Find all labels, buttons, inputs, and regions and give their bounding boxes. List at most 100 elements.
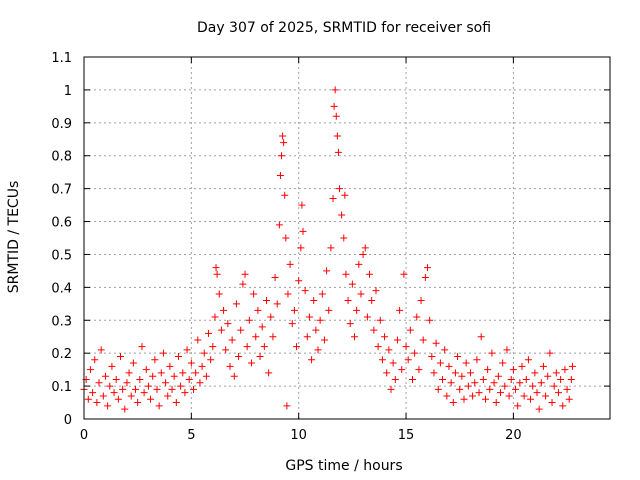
data-point <box>355 260 363 268</box>
data-point <box>278 152 286 160</box>
data-point <box>162 379 170 387</box>
chart-title: Day 307 of 2025, SRMTID for receiver sof… <box>197 20 491 36</box>
data-point <box>341 191 349 199</box>
y-tick-label: 0.6 <box>51 216 72 231</box>
data-point <box>554 389 562 397</box>
data-point <box>535 405 543 413</box>
data-point <box>512 385 520 393</box>
data-point <box>368 297 376 305</box>
data-point <box>84 395 92 403</box>
data-point <box>237 326 245 334</box>
data-point <box>215 290 223 298</box>
data-point <box>217 326 225 334</box>
data-point <box>95 379 103 387</box>
data-point <box>166 362 174 370</box>
data-point <box>329 195 337 203</box>
data-point <box>282 234 290 242</box>
data-point <box>144 382 152 390</box>
x-tick-label: 10 <box>290 428 307 443</box>
data-point <box>402 343 410 351</box>
data-point <box>351 333 359 341</box>
data-point <box>168 385 176 393</box>
data-point <box>205 329 213 337</box>
data-point <box>471 379 479 387</box>
data-point <box>290 306 298 314</box>
data-point <box>335 185 343 193</box>
data-point <box>303 333 311 341</box>
data-point <box>252 333 260 341</box>
data-point <box>151 356 159 364</box>
data-point <box>267 313 275 321</box>
x-axis-label: GPS time / hours <box>285 458 402 474</box>
data-point <box>256 352 264 360</box>
data-point <box>445 362 453 370</box>
data-point <box>183 346 191 354</box>
data-point <box>86 366 94 374</box>
data-point <box>338 211 346 219</box>
data-point <box>224 320 232 328</box>
data-point <box>89 389 97 397</box>
y-tick-label: 0.3 <box>51 314 72 329</box>
data-point <box>537 379 545 387</box>
data-point <box>320 336 328 344</box>
grid <box>84 57 610 419</box>
data-point <box>552 369 560 377</box>
data-point <box>194 336 202 344</box>
data-point <box>140 389 148 397</box>
data-point <box>466 369 474 377</box>
y-tick-label: 0.7 <box>51 183 72 198</box>
data-point <box>189 385 197 393</box>
data-point <box>473 356 481 364</box>
data-point <box>172 399 180 407</box>
x-tick-label: 0 <box>80 428 88 443</box>
data-point <box>454 352 462 360</box>
data-point <box>138 343 146 351</box>
data-point <box>265 369 273 377</box>
data-point <box>398 366 406 374</box>
data-point <box>181 389 189 397</box>
data-point <box>213 270 221 278</box>
data-point <box>99 392 107 400</box>
x-tick-label: 5 <box>187 428 195 443</box>
data-point <box>432 339 440 347</box>
data-point <box>501 382 509 390</box>
data-point <box>514 402 522 410</box>
data-point <box>469 392 477 400</box>
data-point <box>222 346 230 354</box>
data-point <box>235 352 243 360</box>
y-tick-labels: 0 0.1 0.2 0.3 0.4 0.5 0.6 0.7 0.8 0.9 1 1.1 <box>51 51 72 428</box>
data-point <box>280 139 288 147</box>
data-point <box>479 376 487 384</box>
data-point <box>312 326 320 334</box>
data-point <box>301 287 309 295</box>
data-point <box>557 376 565 384</box>
y-tick-label: 0.8 <box>51 150 72 165</box>
data-point <box>153 385 161 393</box>
data-point <box>132 385 140 393</box>
data-point <box>245 316 253 324</box>
data-point <box>283 402 291 410</box>
data-point <box>226 362 234 370</box>
data-point <box>177 382 185 390</box>
data-point <box>387 385 395 393</box>
data-point <box>332 112 340 120</box>
y-tick-label: 0.4 <box>51 281 72 296</box>
data-point <box>531 369 539 377</box>
data-point <box>497 389 505 397</box>
data-point <box>110 389 118 397</box>
data-point <box>417 297 425 305</box>
data-point <box>147 395 155 403</box>
y-tick-label: 0.1 <box>51 380 72 395</box>
data-point <box>108 362 116 370</box>
data-point <box>106 382 114 390</box>
data-point <box>406 326 414 334</box>
data-point <box>159 349 167 357</box>
data-point <box>104 402 112 410</box>
data-point <box>149 372 157 380</box>
data-point <box>533 389 541 397</box>
x-tick-labels: 0 5 10 15 20 <box>80 428 522 443</box>
data-point <box>192 369 200 377</box>
data-point <box>325 306 333 314</box>
data-point <box>436 359 444 367</box>
data-point <box>522 376 530 384</box>
